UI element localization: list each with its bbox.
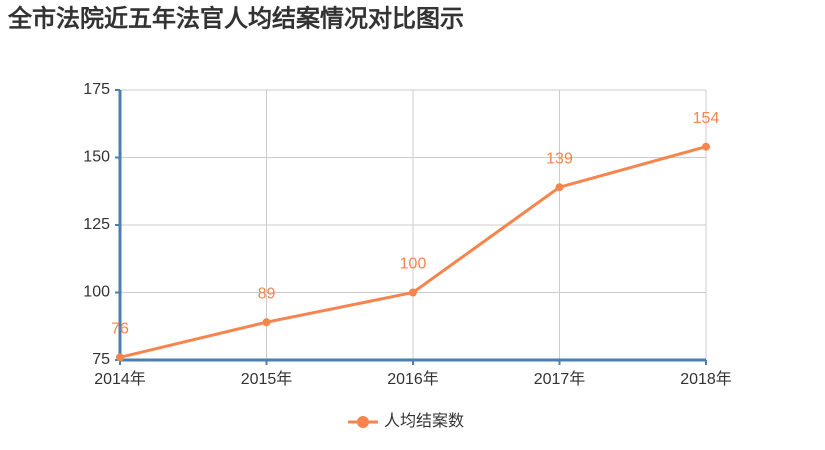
chart-title: 全市法院近五年法官人均结案情况对比图示: [7, 4, 464, 32]
data-label: 154: [693, 110, 720, 127]
data-point: [555, 183, 564, 192]
data-point: [262, 318, 271, 327]
y-tick-label: 75: [92, 351, 110, 368]
data-label: 139: [546, 150, 573, 167]
x-tick-label: 2015年: [241, 370, 293, 388]
legend-label: 人均结案数: [384, 412, 464, 430]
y-tick-label: 150: [83, 149, 110, 166]
legend-icon-dot: [357, 416, 369, 428]
data-point: [409, 288, 417, 297]
x-tick-label: 2014年: [94, 370, 146, 388]
x-tick-label: 2016年: [387, 370, 439, 388]
data-label: 89: [258, 285, 276, 302]
data-label: 76: [111, 321, 129, 338]
data-point: [702, 142, 710, 151]
data-label: 100: [400, 256, 427, 273]
y-tick-label: 125: [83, 216, 110, 233]
data-point: [116, 353, 124, 362]
x-tick-label: 2018年: [680, 370, 732, 388]
y-tick-label: 100: [83, 284, 110, 301]
x-tick-label: 2017年: [534, 370, 586, 388]
y-tick-label: 175: [83, 81, 110, 98]
